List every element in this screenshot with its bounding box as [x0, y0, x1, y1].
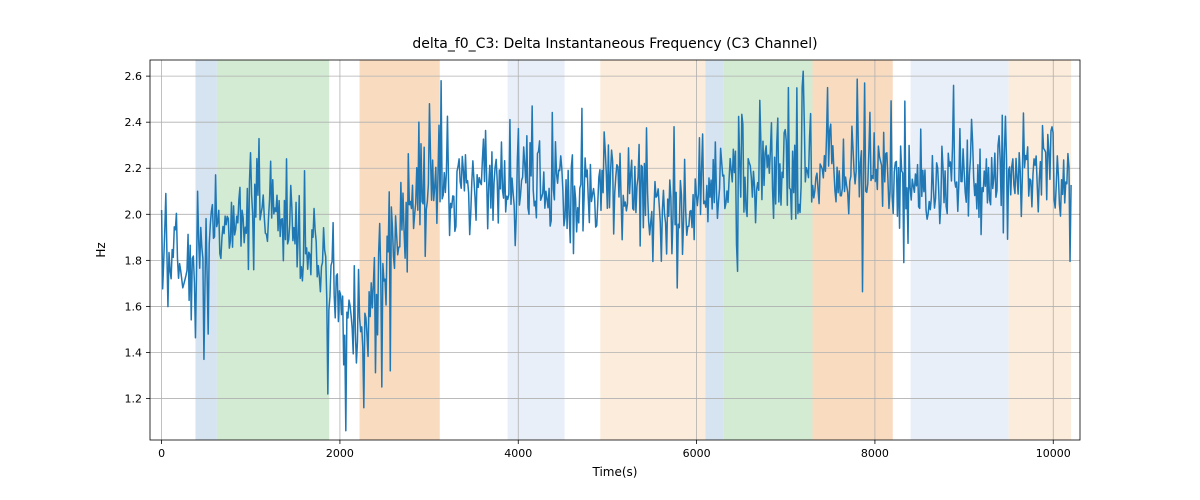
plot-area: 0 2000 4000 6000 8000 10000 1.2 1.4 1.6 1.8 2.0 2.… — [125, 60, 1081, 460]
line-chart: 0 2000 4000 6000 8000 10000 1.2 1.4 1.6 1.8 2.0 2.… — [0, 0, 1200, 500]
background-band — [360, 60, 440, 440]
y-tick-label: 1.4 — [125, 346, 143, 359]
x-tick-label: 8000 — [861, 447, 889, 460]
chart-title: delta_f0_C3: Delta Instantaneous Frequen… — [412, 36, 817, 52]
background-band — [706, 60, 724, 440]
y-tick-label: 2.6 — [125, 70, 143, 83]
x-tick-label: 10000 — [1036, 447, 1071, 460]
x-tick-label: 0 — [158, 447, 165, 460]
y-axis-label: Hz — [94, 242, 108, 257]
y-tick-label: 2.4 — [125, 116, 143, 129]
x-tick-label: 4000 — [504, 447, 532, 460]
x-tick-label: 2000 — [326, 447, 354, 460]
background-bands — [195, 60, 1071, 440]
background-band — [217, 60, 329, 440]
background-band — [508, 60, 565, 440]
chart-root: 0 2000 4000 6000 8000 10000 1.2 1.4 1.6 1.8 2.0 2.… — [0, 0, 1200, 500]
y-tick-label: 2.2 — [125, 162, 143, 175]
background-band — [1009, 60, 1071, 440]
x-tick-label: 6000 — [683, 447, 711, 460]
y-tick-label: 1.8 — [125, 254, 143, 267]
x-axis-label: Time(s) — [592, 465, 638, 479]
y-tick-label: 2.0 — [125, 208, 143, 221]
background-band — [911, 60, 1009, 440]
y-tick-label: 1.6 — [125, 300, 143, 313]
y-tick-label: 1.2 — [125, 393, 143, 406]
background-band — [813, 60, 893, 440]
